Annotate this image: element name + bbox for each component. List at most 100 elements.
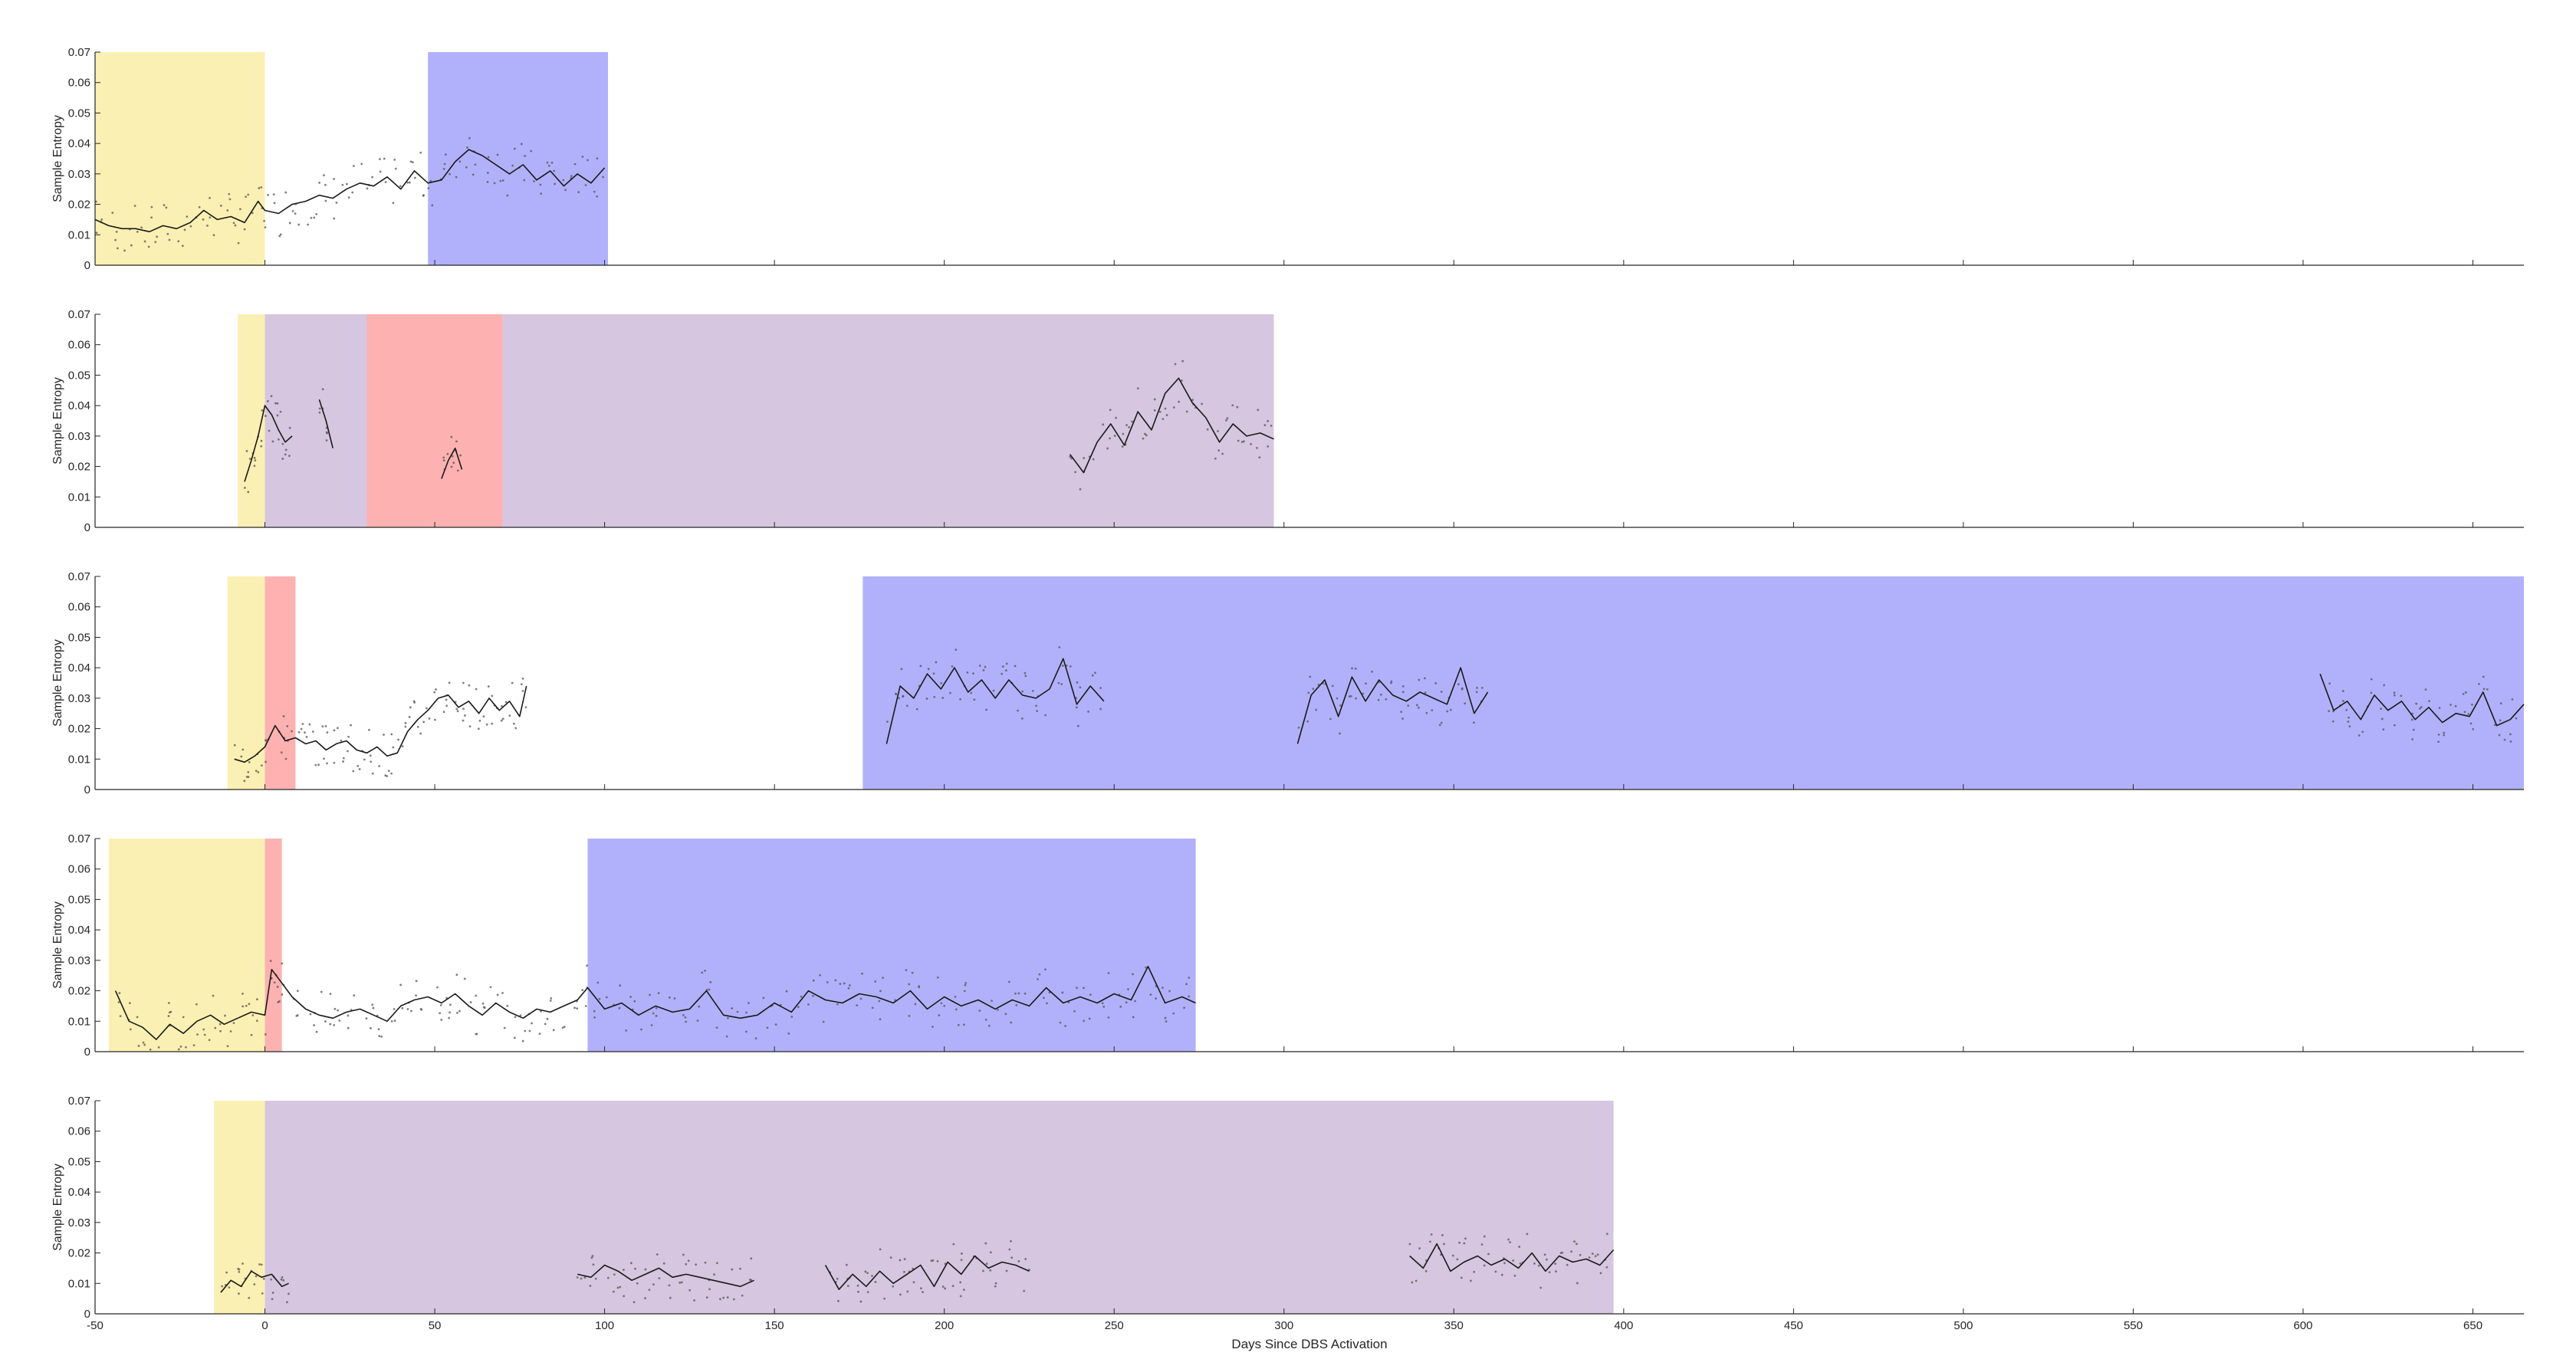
data-point: [456, 1011, 458, 1014]
data-point: [1005, 1269, 1008, 1272]
data-point: [594, 1277, 597, 1280]
data-point: [288, 1292, 290, 1295]
data-point: [427, 187, 430, 190]
data-point: [475, 994, 478, 997]
data-point: [278, 1000, 281, 1003]
data-point: [1331, 684, 1334, 688]
data-point: [1024, 1258, 1027, 1260]
data-point: [156, 235, 158, 238]
data-point: [1377, 698, 1380, 701]
data-point: [709, 980, 712, 983]
data-point: [932, 672, 935, 675]
data-point: [1379, 693, 1382, 696]
data-point: [288, 455, 291, 458]
data-point: [1079, 488, 1082, 491]
data-point: [221, 1285, 223, 1288]
data-point: [955, 648, 958, 652]
data-point: [978, 1010, 981, 1012]
data-point: [203, 1033, 206, 1036]
shaded-region-pre: [227, 576, 265, 790]
data-point: [713, 1273, 715, 1276]
data-point: [1125, 1001, 1128, 1004]
data-point: [1237, 439, 1240, 442]
data-point: [951, 1285, 955, 1287]
data-point: [1440, 721, 1443, 724]
data-point: [356, 764, 360, 767]
data-point: [705, 1296, 708, 1299]
y-tick-label: 0.01: [68, 491, 90, 504]
data-point: [1088, 1017, 1091, 1020]
data-point: [1113, 435, 1116, 437]
data-point: [281, 1275, 284, 1279]
data-point: [1407, 704, 1410, 707]
data-point: [264, 760, 267, 763]
data-point: [129, 1028, 132, 1031]
data-point: [2393, 691, 2396, 694]
data-point: [1451, 1254, 1454, 1257]
data-point: [959, 698, 962, 701]
series-line-3: [824, 1255, 1030, 1290]
data-point: [219, 1023, 222, 1026]
data-point: [848, 984, 851, 987]
data-point: [739, 1267, 741, 1270]
data-point: [253, 457, 256, 459]
data-point: [650, 1024, 653, 1026]
x-tick-label: 300: [1274, 1319, 1293, 1332]
data-point: [333, 178, 335, 180]
data-point: [501, 179, 504, 182]
data-point: [2419, 707, 2421, 710]
data-point: [404, 725, 407, 728]
data-point: [715, 1262, 718, 1265]
data-point: [564, 189, 567, 192]
data-point: [282, 1279, 285, 1282]
data-point: [428, 717, 431, 720]
data-point: [271, 440, 274, 443]
data-point: [442, 711, 445, 714]
y-axis-label: Sample Entropy: [51, 377, 64, 465]
data-point: [404, 721, 407, 724]
data-point: [311, 730, 314, 733]
data-point: [1351, 667, 1353, 670]
data-point: [546, 1017, 549, 1020]
data-point: [1201, 402, 1204, 405]
data-point: [415, 994, 417, 997]
data-point: [371, 1003, 374, 1006]
data-point: [1125, 424, 1128, 426]
data-point: [985, 1262, 988, 1266]
shaded-region-pre: [214, 1101, 265, 1314]
data-point: [248, 760, 251, 763]
data-point: [459, 454, 462, 457]
data-point: [240, 755, 243, 758]
data-point: [320, 990, 323, 993]
data-point: [408, 716, 411, 718]
data-point: [959, 1295, 962, 1298]
panel-2: 0 0.01 0.02 0.03 0.04 0.05 0.06 0.07 Sample Entr…: [51, 308, 2524, 534]
data-point: [1020, 717, 1024, 720]
data-point: [455, 176, 458, 179]
data-point: [493, 182, 496, 185]
x-tick-label: 250: [1105, 1319, 1124, 1332]
data-point: [678, 1281, 682, 1284]
data-point: [119, 1015, 122, 1018]
data-point: [914, 1003, 917, 1006]
data-point: [695, 1263, 698, 1266]
data-point: [539, 183, 542, 186]
data-point: [383, 157, 386, 160]
y-tick-label: 0.02: [68, 199, 90, 212]
data-point: [623, 1269, 625, 1272]
y-tick-label: 0.05: [68, 1155, 90, 1168]
data-point: [623, 1295, 626, 1298]
data-point: [503, 1026, 506, 1029]
data-point: [957, 1023, 960, 1026]
data-point: [1010, 1256, 1014, 1259]
data-point: [1250, 442, 1253, 445]
data-point: [261, 409, 264, 412]
data-point: [345, 182, 348, 185]
data-point: [1599, 1272, 1602, 1275]
data-point: [800, 995, 803, 998]
data-point: [2370, 691, 2373, 694]
data-point: [592, 1263, 595, 1266]
data-point: [384, 181, 387, 183]
data-point: [491, 722, 494, 725]
data-point: [644, 1268, 647, 1271]
